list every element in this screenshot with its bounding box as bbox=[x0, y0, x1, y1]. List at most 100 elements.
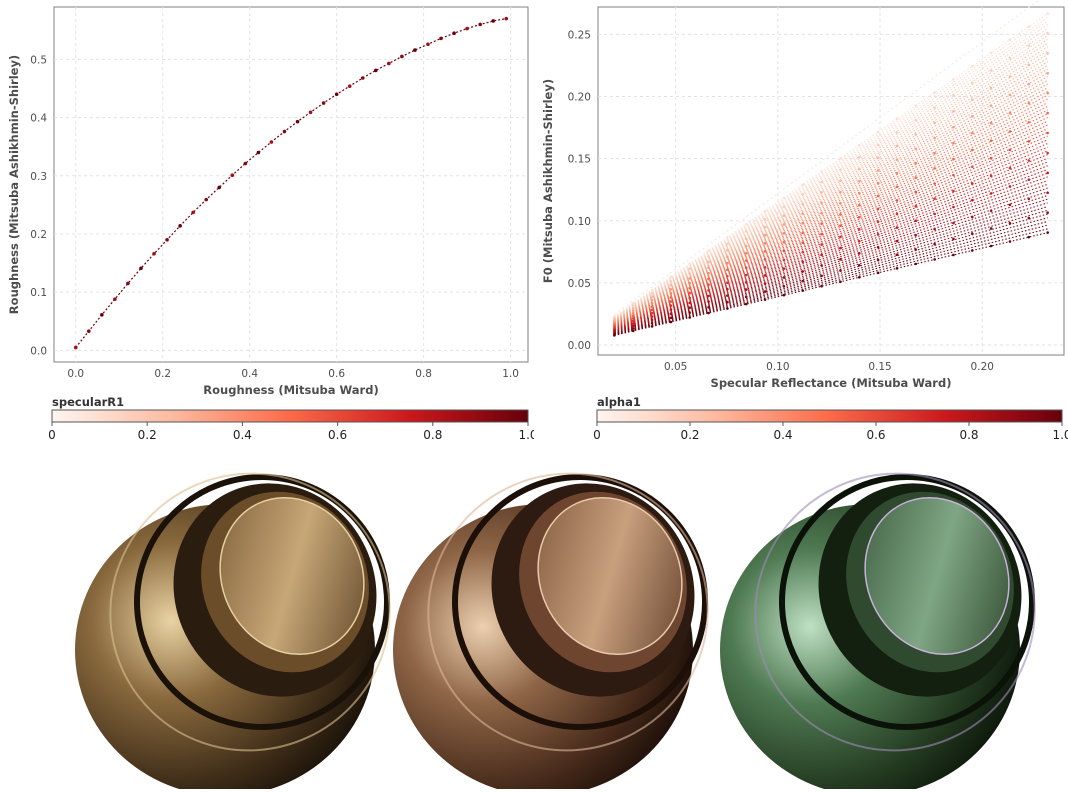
right-chart-point bbox=[669, 312, 673, 316]
right-chart-colorbar bbox=[596, 409, 1063, 423]
right-chart-point bbox=[744, 230, 748, 233]
right-chart-point bbox=[669, 316, 673, 320]
right-chart-point bbox=[914, 133, 918, 136]
right-chart-point bbox=[650, 311, 654, 315]
right-chart-point bbox=[952, 173, 955, 177]
right-chart-point bbox=[857, 143, 861, 147]
right-chart-point bbox=[801, 289, 805, 292]
left-chart-y-tick-label: 0.3 bbox=[30, 171, 47, 183]
left-chart-point bbox=[269, 140, 274, 144]
right-chart-point bbox=[726, 249, 729, 252]
right-chart-point bbox=[876, 130, 880, 134]
right-chart-series-line bbox=[614, 146, 1048, 329]
right-chart-point bbox=[952, 221, 955, 225]
right-chart-point bbox=[669, 296, 673, 299]
right-chart-series-line bbox=[614, 213, 1048, 335]
right-chart-point bbox=[763, 217, 767, 221]
right-chart-point bbox=[970, 215, 974, 219]
right-chart-point bbox=[763, 282, 767, 285]
right-chart-point bbox=[952, 253, 955, 257]
right-chart-point bbox=[895, 117, 899, 121]
right-chart-point bbox=[839, 269, 842, 272]
right-chart-point bbox=[707, 277, 710, 281]
right-chart-point bbox=[1008, 240, 1012, 243]
right-chart-point bbox=[1027, 159, 1031, 162]
right-chart-point bbox=[1027, 63, 1031, 67]
right-chart-point bbox=[952, 237, 955, 241]
right-chart-point bbox=[839, 179, 842, 183]
right-chart-series-line bbox=[614, 35, 1048, 319]
right-chart-point bbox=[1046, 151, 1049, 155]
right-chart-x-tick-label: 0.05 bbox=[664, 361, 687, 373]
right-chart-series-line bbox=[614, 79, 1048, 323]
right-chart-point bbox=[744, 281, 748, 284]
left-chart-point bbox=[308, 110, 313, 115]
right-chart-point bbox=[989, 121, 993, 125]
right-chart-point bbox=[820, 274, 823, 278]
right-chart-point bbox=[1046, 171, 1049, 175]
left-chart-point bbox=[387, 61, 391, 66]
right-chart-series-line bbox=[614, 128, 1048, 327]
right-chart-point bbox=[1008, 148, 1012, 152]
right-chart-series-line bbox=[614, 194, 1048, 333]
right-chart-point bbox=[726, 255, 729, 259]
left-chart-colorbar-tick-label: 0.4 bbox=[233, 428, 252, 442]
right-chart-series-line bbox=[614, 220, 1048, 335]
right-chart-point bbox=[857, 275, 861, 279]
right-chart-series-line bbox=[614, 57, 1048, 321]
right-chart-point bbox=[726, 294, 729, 297]
right-chart-point bbox=[876, 194, 880, 198]
right-chart-point bbox=[1046, 231, 1049, 234]
right-chart-point bbox=[839, 235, 842, 239]
right-chart-point bbox=[669, 308, 673, 311]
right-chart-point bbox=[933, 197, 936, 201]
right-chart-point bbox=[707, 306, 710, 309]
right-chart-point bbox=[782, 267, 786, 270]
left-chart-point bbox=[243, 161, 248, 166]
right-chart-point bbox=[857, 263, 861, 267]
right-chart-point bbox=[933, 151, 936, 155]
right-chart-point bbox=[914, 147, 918, 151]
right-chart-point bbox=[839, 224, 842, 227]
right-chart-y-axis-title: F0 (Mitsuba Ashikhmin-Shirley) bbox=[541, 79, 555, 283]
right-chart-point bbox=[952, 157, 955, 161]
right-chart-series-line bbox=[614, 50, 1048, 321]
right-chart-point bbox=[801, 241, 805, 244]
render-sphere-2 bbox=[393, 472, 709, 793]
right-chart-point bbox=[763, 274, 767, 277]
right-chart-point bbox=[839, 168, 842, 171]
right-chart-point bbox=[1046, 111, 1049, 115]
right-chart-point bbox=[707, 294, 710, 298]
right-chart-y-tick-label: 0.15 bbox=[568, 154, 591, 166]
right-chart-series-line bbox=[614, 217, 1048, 335]
right-chart-point bbox=[989, 227, 993, 230]
right-chart-point bbox=[952, 125, 955, 129]
right-chart-series-line bbox=[614, 165, 1048, 331]
right-chart-point bbox=[707, 283, 710, 286]
right-chart-point bbox=[1008, 56, 1012, 60]
right-chart-point bbox=[914, 205, 918, 208]
right-chart-point bbox=[726, 274, 729, 278]
right-chart-point bbox=[820, 222, 823, 225]
right-chart-point bbox=[782, 205, 786, 209]
right-chart-point bbox=[1027, 235, 1031, 239]
left-chart-x-tick-label: 0.6 bbox=[328, 368, 345, 380]
left-chart-colorbar-tick-label: 1.0 bbox=[518, 428, 534, 442]
right-chart-series-line bbox=[614, 124, 1048, 327]
left-chart-point bbox=[86, 329, 91, 333]
right-chart-point bbox=[782, 285, 786, 288]
right-chart-point bbox=[726, 261, 729, 265]
right-chart-series-line bbox=[614, 90, 1048, 324]
right-chart-x-tick-label: 0.10 bbox=[766, 361, 789, 373]
right-chart-point bbox=[820, 170, 823, 173]
right-chart-point bbox=[839, 190, 842, 194]
right-chart-point bbox=[669, 300, 673, 303]
right-chart-series-line bbox=[614, 180, 1048, 332]
right-chart-series-line bbox=[614, 98, 1048, 325]
right-chart-point bbox=[707, 311, 710, 315]
right-chart-point bbox=[631, 327, 635, 330]
left-chart-point bbox=[217, 185, 222, 190]
right-chart-point bbox=[688, 262, 692, 266]
left-chart-y-tick-label: 0.0 bbox=[30, 345, 47, 357]
right-chart-point bbox=[688, 311, 692, 314]
